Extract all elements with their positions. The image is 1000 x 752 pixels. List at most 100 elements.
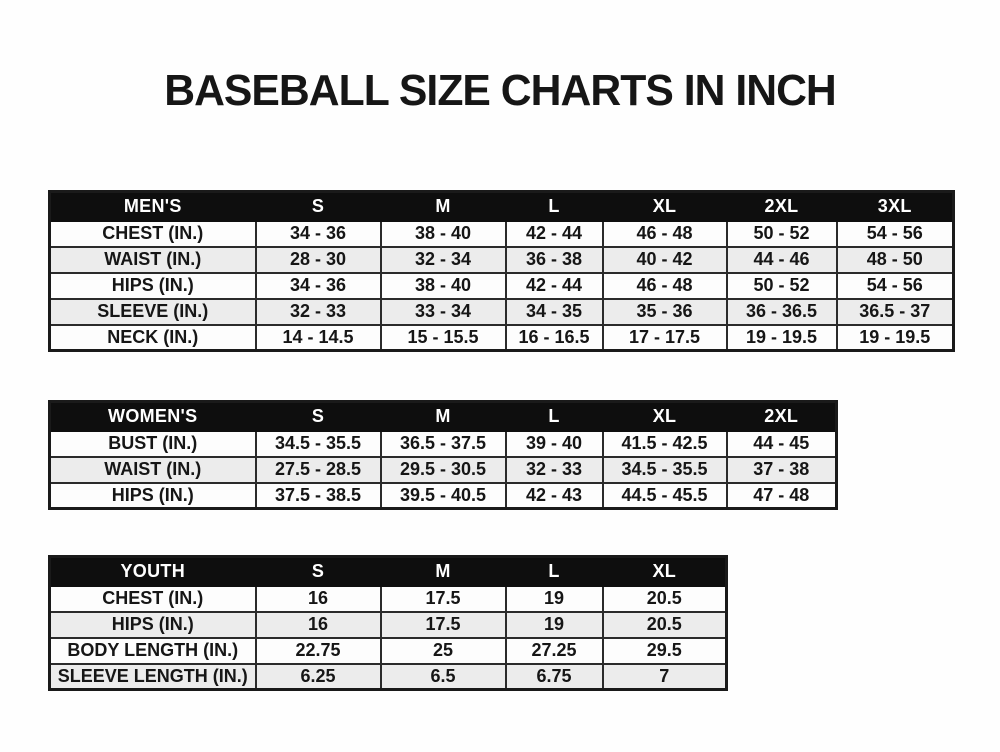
size-value: 16 - 16.5	[504, 323, 604, 352]
size-value: 19 - 19.5	[835, 323, 955, 352]
size-value: 50 - 52	[725, 219, 838, 248]
size-value: 34 - 36	[254, 219, 382, 248]
measurement-label: SLEEVE (IN.)	[48, 297, 257, 326]
measurement-label: NECK (IN.)	[48, 323, 257, 352]
measurement-label: CHEST (IN.)	[48, 584, 257, 613]
table-row: BODY LENGTH (IN.) 22.75 25 27.25 29.5	[48, 636, 728, 665]
size-value: 38 - 40	[379, 219, 507, 248]
size-value: 19	[504, 584, 604, 613]
size-value: 38 - 40	[379, 271, 507, 300]
measurement-label: BUST (IN.)	[48, 429, 257, 458]
size-value: 34 - 36	[254, 271, 382, 300]
size-table-group-label: YOUTH	[48, 555, 257, 587]
size-value: 46 - 48	[601, 271, 728, 300]
size-column-header: M	[379, 555, 507, 587]
size-column-header: M	[379, 190, 507, 222]
size-value: 28 - 30	[254, 245, 382, 274]
table-row: HIPS (IN.) 37.5 - 38.5 39.5 - 40.5 42 - 43 4…	[48, 481, 838, 510]
size-column-header: 2XL	[725, 190, 838, 222]
table-row: WAIST (IN.) 28 - 30 32 - 34 36 - 38 40 - 42 4…	[48, 245, 955, 274]
measurement-label: HIPS (IN.)	[48, 271, 257, 300]
size-table-group-label: WOMEN'S	[48, 400, 257, 432]
size-value: 17 - 17.5	[601, 323, 728, 352]
size-value: 47 - 48	[725, 481, 838, 510]
size-value: 17.5	[379, 610, 507, 639]
size-value: 19 - 19.5	[725, 323, 838, 352]
size-value: 37.5 - 38.5	[254, 481, 382, 510]
size-column-header: L	[504, 555, 604, 587]
table-row: BUST (IN.) 34.5 - 35.5 36.5 - 37.5 39 - 40 4…	[48, 429, 838, 458]
measurement-label: HIPS (IN.)	[48, 610, 257, 639]
size-value: 37 - 38	[725, 455, 838, 484]
size-column-header: S	[254, 400, 382, 432]
size-value: 17.5	[379, 584, 507, 613]
size-column-header: 3XL	[835, 190, 955, 222]
size-value: 32 - 33	[254, 297, 382, 326]
measurement-label: WAIST (IN.)	[48, 455, 257, 484]
size-value: 34.5 - 35.5	[254, 429, 382, 458]
size-value: 16	[254, 610, 382, 639]
size-value: 32 - 33	[504, 455, 604, 484]
size-table-group-label: MEN'S	[48, 190, 257, 222]
measurement-label: BODY LENGTH (IN.)	[48, 636, 257, 665]
size-value: 15 - 15.5	[379, 323, 507, 352]
size-value: 39.5 - 40.5	[379, 481, 507, 510]
size-value: 36 - 36.5	[725, 297, 838, 326]
size-value: 27.5 - 28.5	[254, 455, 382, 484]
size-value: 42 - 44	[504, 271, 604, 300]
womens-size-table: WOMEN'S S M L XL 2XL BUST (IN.) 34.5 - 35.5 36.…	[48, 400, 838, 510]
table-row: CHEST (IN.) 34 - 36 38 - 40 42 - 44 46 - 48 5…	[48, 219, 955, 248]
header-row: WOMEN'S S M L XL 2XL	[48, 400, 838, 432]
size-value: 46 - 48	[601, 219, 728, 248]
size-value: 14 - 14.5	[254, 323, 382, 352]
size-value: 29.5	[601, 636, 728, 665]
youth-size-table: YOUTH S M L XL CHEST (IN.) 16 17.5 19 20.5 HIPS (…	[48, 555, 728, 691]
size-value: 44.5 - 45.5	[601, 481, 728, 510]
table-row: HIPS (IN.) 34 - 36 38 - 40 42 - 44 46 - 48 50…	[48, 271, 955, 300]
size-value: 54 - 56	[835, 219, 955, 248]
table-row: WAIST (IN.) 27.5 - 28.5 29.5 - 30.5 32 - 33…	[48, 455, 838, 484]
size-column-header: 2XL	[725, 400, 838, 432]
size-column-header: L	[504, 400, 604, 432]
size-value: 41.5 - 42.5	[601, 429, 728, 458]
size-value: 50 - 52	[725, 271, 838, 300]
size-value: 29.5 - 30.5	[379, 455, 507, 484]
size-value: 6.75	[504, 662, 604, 691]
size-value: 16	[254, 584, 382, 613]
size-column-header: L	[504, 190, 604, 222]
size-value: 40 - 42	[601, 245, 728, 274]
size-value: 54 - 56	[835, 271, 955, 300]
size-value: 36.5 - 37.5	[379, 429, 507, 458]
measurement-label: SLEEVE LENGTH (IN.)	[48, 662, 257, 691]
size-value: 34.5 - 35.5	[601, 455, 728, 484]
size-value: 35 - 36	[601, 297, 728, 326]
size-value: 48 - 50	[835, 245, 955, 274]
page-title: BASEBALL SIZE CHARTS IN INCH	[164, 66, 837, 115]
size-value: 6.25	[254, 662, 382, 691]
size-value: 20.5	[601, 584, 728, 613]
size-value: 39 - 40	[504, 429, 604, 458]
table-row: SLEEVE (IN.) 32 - 33 33 - 34 34 - 35 35 - 36…	[48, 297, 955, 326]
size-column-header: S	[254, 190, 382, 222]
size-value: 6.5	[379, 662, 507, 691]
size-value: 33 - 34	[379, 297, 507, 326]
header-row: YOUTH S M L XL	[48, 555, 728, 587]
size-column-header: XL	[601, 400, 728, 432]
mens-size-table: MEN'S S M L XL 2XL 3XL CHEST (IN.) 34 - 36 38 - …	[48, 190, 955, 352]
size-column-header: XL	[601, 190, 728, 222]
size-value: 20.5	[601, 610, 728, 639]
measurement-label: CHEST (IN.)	[48, 219, 257, 248]
table-row: SLEEVE LENGTH (IN.) 6.25 6.5 6.75 7	[48, 662, 728, 691]
size-value: 25	[379, 636, 507, 665]
size-value: 7	[601, 662, 728, 691]
size-value: 44 - 46	[725, 245, 838, 274]
header-row: MEN'S S M L XL 2XL 3XL	[48, 190, 955, 222]
size-value: 42 - 43	[504, 481, 604, 510]
size-value: 22.75	[254, 636, 382, 665]
size-column-header: M	[379, 400, 507, 432]
size-column-header: S	[254, 555, 382, 587]
measurement-label: WAIST (IN.)	[48, 245, 257, 274]
size-column-header: XL	[601, 555, 728, 587]
size-value: 36 - 38	[504, 245, 604, 274]
